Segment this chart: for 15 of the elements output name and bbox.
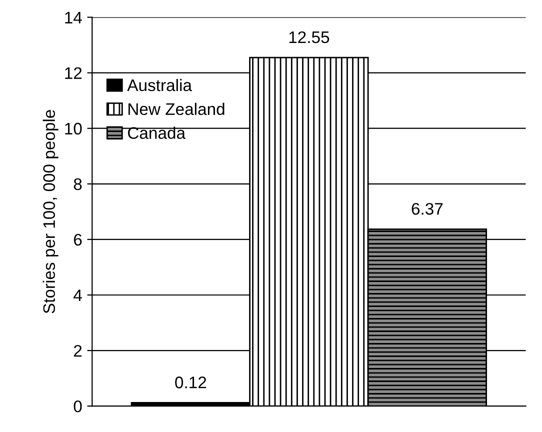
y-tick-label: 10	[65, 122, 82, 135]
data-label: 12.55	[289, 31, 330, 44]
y-tick-label: 6	[74, 234, 82, 246]
legend-label: Canada	[128, 126, 186, 139]
y-tick-label: 8	[74, 178, 82, 190]
y-axis-title: Stories per 100, 000 people	[42, 110, 58, 314]
y-tick-label: 12	[65, 67, 82, 79]
y-tick-label: 4	[74, 290, 82, 302]
legend-label: Australia	[127, 78, 192, 92]
y-tick-label: 14	[65, 12, 82, 24]
y-tick-label: 2	[74, 344, 82, 357]
legend-label: New Zealand	[128, 102, 224, 116]
data-label: 6.37	[412, 202, 443, 215]
data-label: 0.12	[175, 376, 206, 388]
y-tick-label: 0	[74, 400, 82, 412]
